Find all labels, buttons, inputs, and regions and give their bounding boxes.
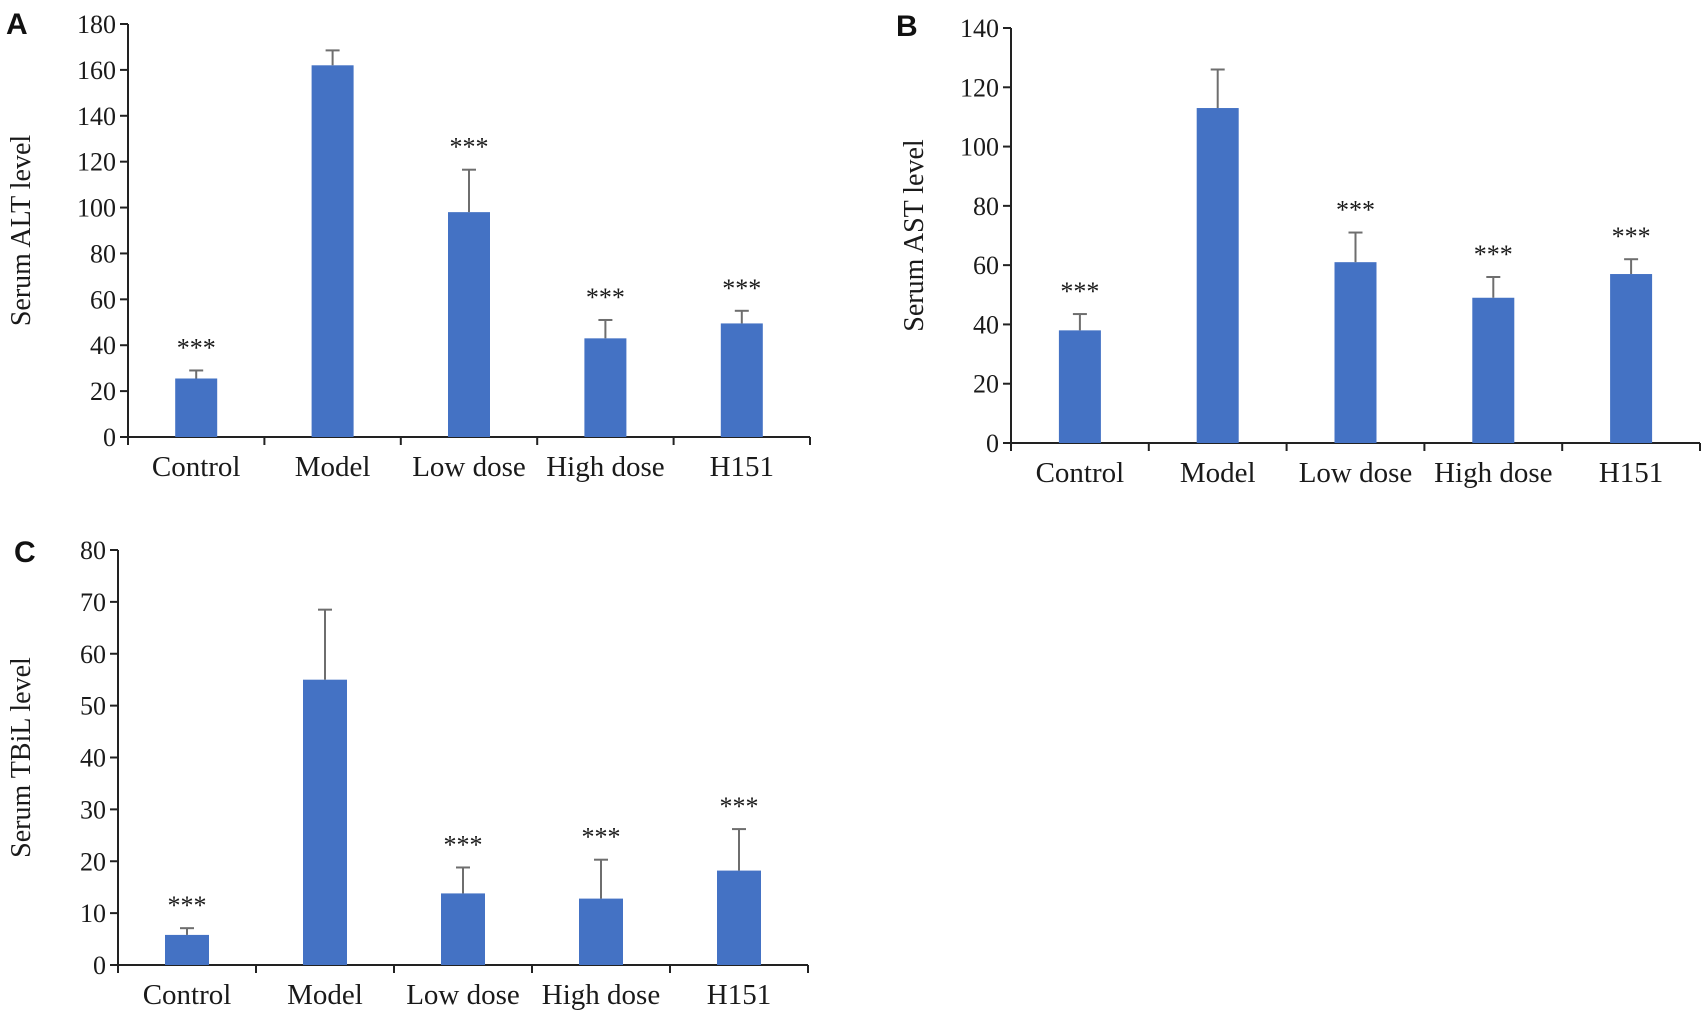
x-category-label: H151 <box>710 451 774 483</box>
y-tick-label: 80 <box>80 536 106 565</box>
y-tick-label: 50 <box>80 692 106 721</box>
y-tick-label: 20 <box>90 377 116 406</box>
y-tick-label: 60 <box>80 640 106 669</box>
y-tick-label: 60 <box>90 285 116 314</box>
significance-label: *** <box>582 823 621 852</box>
bar <box>311 65 354 438</box>
significance-label: *** <box>586 283 625 312</box>
x-category-label: Model <box>1180 457 1256 489</box>
bar <box>584 338 627 437</box>
y-tick-label: 160 <box>77 56 116 85</box>
bar <box>175 378 218 437</box>
significance-label: *** <box>720 792 759 821</box>
panel-letter: C <box>14 536 36 569</box>
x-category-label: Low dose <box>412 451 526 483</box>
bar <box>579 898 623 965</box>
x-category-label: Model <box>295 451 371 483</box>
bar <box>303 679 347 965</box>
significance-label: *** <box>1474 240 1513 269</box>
bar <box>1610 274 1653 443</box>
y-tick-label: 0 <box>986 429 999 458</box>
bar <box>441 893 485 965</box>
y-tick-label: 140 <box>77 102 116 131</box>
x-category-label: Low dose <box>1299 457 1413 489</box>
y-tick-label: 10 <box>80 899 106 928</box>
y-tick-label: 30 <box>80 795 106 824</box>
y-tick-label: 80 <box>90 239 116 268</box>
y-tick-label: 0 <box>103 423 116 452</box>
y-tick-label: 70 <box>80 588 106 617</box>
significance-label: *** <box>1612 222 1651 251</box>
significance-label: *** <box>1336 196 1375 225</box>
y-tick-label: 0 <box>93 951 106 980</box>
y-tick-label: 180 <box>77 10 116 39</box>
panel-c-chart: C Serum TBiL level 0 10 20 30 40 50 60 70 80 *** Con… <box>6 536 809 1011</box>
x-category-label: High dose <box>542 979 660 1011</box>
y-tick-label: 20 <box>80 847 106 876</box>
panel-b-chart: B Serum AST level 0 20 40 60 80 100 120 140 *** Con… <box>896 10 1701 489</box>
x-category-label: High dose <box>546 451 664 483</box>
panel-a-chart: A Serum ALT level 0 20 40 60 80 100 120 140 160 180… <box>6 8 811 483</box>
panel-letter: A <box>6 8 28 41</box>
y-tick-label: 20 <box>973 370 999 399</box>
x-category-label: H151 <box>1599 457 1663 489</box>
x-category-label: Model <box>287 979 363 1011</box>
x-category-label: H151 <box>707 979 771 1011</box>
significance-label: *** <box>450 133 489 162</box>
bar <box>165 934 209 965</box>
panel-letter: B <box>896 10 918 43</box>
x-category-label: Control <box>152 451 241 483</box>
significance-label: *** <box>722 274 761 303</box>
significance-label: *** <box>1060 277 1099 306</box>
y-tick-label: 60 <box>973 251 999 280</box>
x-category-label: High dose <box>1434 457 1552 489</box>
y-tick-label: 80 <box>973 192 999 221</box>
bar <box>720 323 763 437</box>
significance-label: *** <box>444 830 483 859</box>
significance-label: *** <box>168 891 207 920</box>
y-axis-label: Serum AST level <box>899 139 930 332</box>
bar <box>717 870 761 965</box>
y-axis-label: Serum TBiL level <box>6 657 37 858</box>
bar <box>448 212 490 437</box>
y-axis-label: Serum ALT level <box>6 135 37 327</box>
bar <box>1196 108 1239 444</box>
y-tick-label: 40 <box>90 331 116 360</box>
bar <box>1058 330 1101 443</box>
x-category-label: Control <box>1036 457 1125 489</box>
y-tick-label: 120 <box>77 148 116 177</box>
bar <box>1472 297 1515 443</box>
x-category-label: Low dose <box>406 979 520 1011</box>
y-tick-label: 40 <box>80 744 106 773</box>
significance-label: *** <box>177 333 216 362</box>
y-tick-label: 140 <box>960 14 999 43</box>
bar <box>1334 262 1377 443</box>
y-tick-label: 120 <box>960 73 999 102</box>
x-category-label: Control <box>143 979 232 1011</box>
y-tick-label: 40 <box>973 310 999 339</box>
y-tick-label: 100 <box>77 194 116 223</box>
y-tick-label: 100 <box>960 133 999 162</box>
